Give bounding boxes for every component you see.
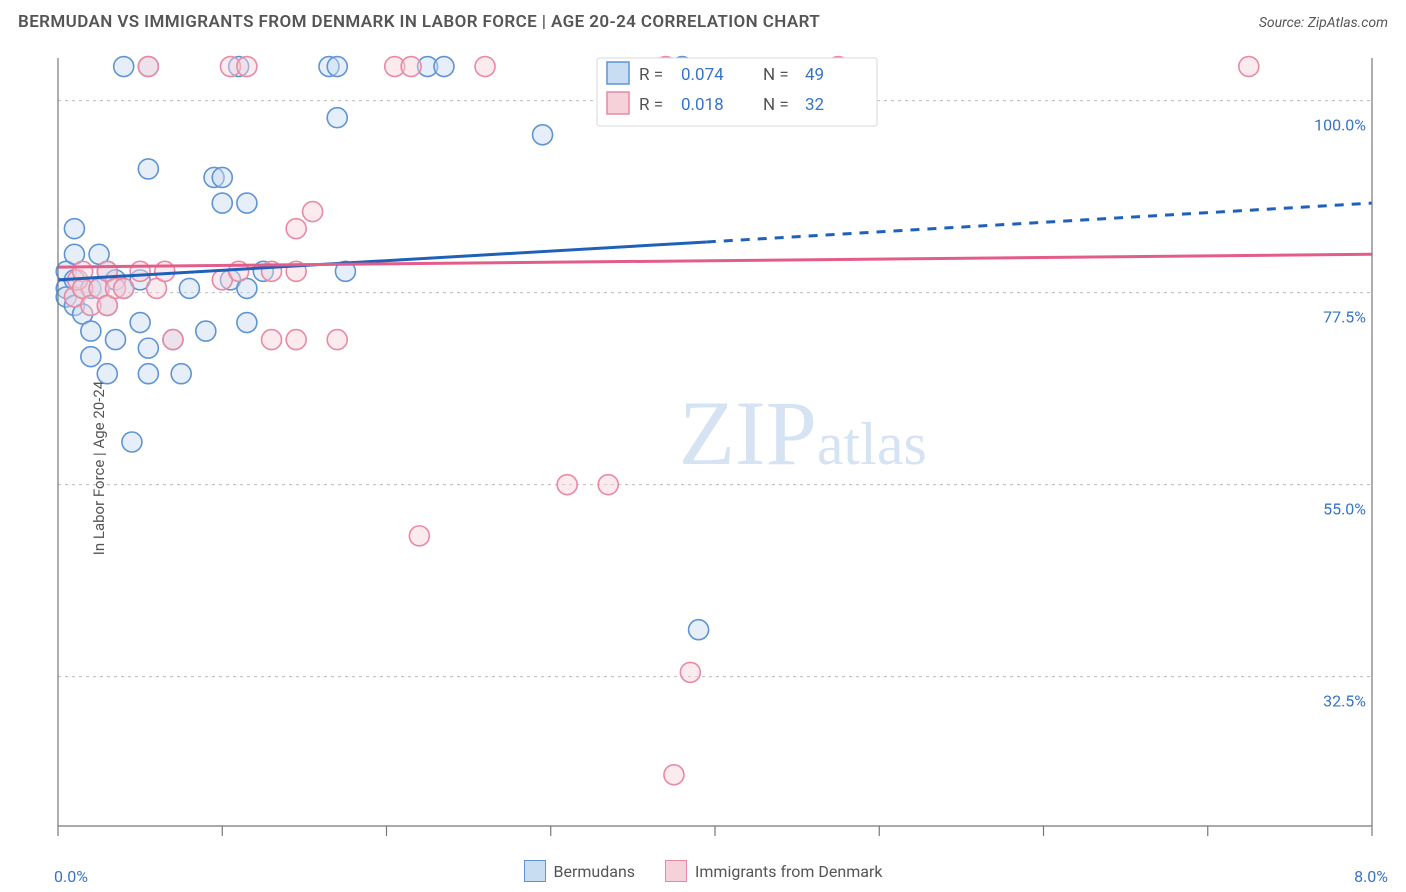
svg-text:0.074: 0.074	[681, 65, 724, 85]
legend-swatch-icon	[524, 860, 546, 882]
svg-text:32: 32	[805, 95, 824, 115]
scatter-plot: 100.0% 77.5% 55.0% 32.5% ZIPatlas R = 0.074 N =…	[50, 44, 1388, 852]
legend-label: Immigrants from Denmark	[695, 862, 882, 881]
legend-item-bermudans: Bermudans	[524, 860, 636, 882]
legend-item-denmark: Immigrants from Denmark	[665, 860, 882, 882]
chart-source: Source: ZipAtlas.com	[1259, 15, 1388, 31]
chart-header: BERMUDAN VS IMMIGRANTS FROM DENMARK IN L…	[0, 0, 1406, 38]
chart-title: BERMUDAN VS IMMIGRANTS FROM DENMARK IN L…	[18, 12, 820, 32]
legend-swatch-icon	[665, 860, 687, 882]
svg-text:N =: N =	[763, 95, 789, 115]
svg-text:N =: N =	[763, 65, 789, 85]
svg-text:49: 49	[805, 65, 824, 85]
svg-text:0.018: 0.018	[681, 95, 724, 115]
svg-text:55.0%: 55.0%	[1323, 500, 1366, 519]
svg-text:R =: R =	[639, 95, 663, 115]
svg-text:77.5%: 77.5%	[1323, 308, 1366, 327]
svg-text:ZIPatlas: ZIPatlas	[679, 382, 927, 484]
svg-text:R =: R =	[639, 65, 663, 85]
bottom-legend: Bermudans Immigrants from Denmark	[0, 854, 1406, 888]
svg-text:100.0%: 100.0%	[1314, 116, 1366, 135]
svg-text:32.5%: 32.5%	[1323, 692, 1366, 711]
legend-label: Bermudans	[554, 862, 636, 881]
chart-area: In Labor Force | Age 20-24 100.0%77.5%55…	[0, 44, 1406, 892]
